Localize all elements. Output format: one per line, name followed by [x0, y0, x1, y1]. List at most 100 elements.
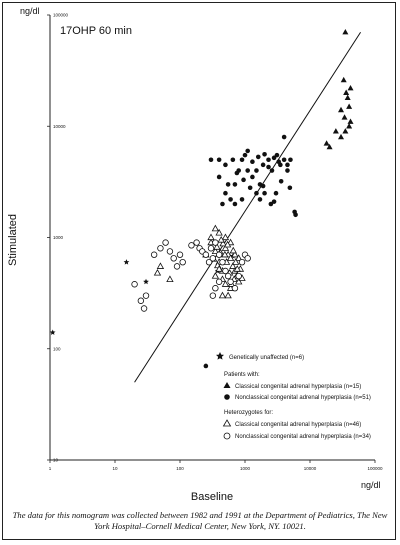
data-point-nonclassical	[273, 190, 279, 196]
legend-marker-classical	[223, 382, 231, 388]
data-point-het_nonclassical	[209, 292, 217, 299]
data-point-nonclassical	[278, 179, 284, 184]
data-point-nonclassical	[242, 152, 248, 158]
data-point-het_classical	[207, 233, 215, 241]
data-point-nonclassical	[260, 162, 266, 168]
data-point-classical	[341, 114, 348, 120]
regression-line	[134, 31, 361, 383]
data-point-het_classical	[223, 240, 232, 248]
data-point-het_classical	[218, 291, 227, 299]
data-point-classical	[344, 94, 351, 101]
data-point-het_nonclassical	[179, 258, 186, 266]
legend: Genetically unaffected (n=6) Patients wi…	[216, 352, 371, 440]
data-point-het_nonclassical	[131, 281, 138, 288]
legend-marker-het-classical	[222, 419, 232, 427]
data-point-het_classical	[229, 262, 237, 269]
data-point-unaffected	[123, 259, 130, 265]
data-point-het_nonclassical	[244, 255, 251, 262]
data-point-nonclassical	[245, 148, 250, 154]
data-point-classical	[326, 143, 333, 150]
legend-label-classical: Classical congenital adrenal hyperplasia…	[235, 384, 361, 390]
data-point-het_classical	[233, 265, 241, 272]
data-point-nonclassical	[271, 155, 277, 161]
data-point-nonclassical	[216, 157, 222, 163]
data-point-het_nonclassical	[219, 258, 226, 266]
data-point-het_classical	[217, 235, 225, 243]
legend-label-het-classical: Classical congenital adrenal hyperplasia…	[235, 422, 361, 428]
data-point-het_nonclassical	[205, 258, 213, 266]
data-point-het_classical	[221, 233, 230, 241]
data-point-het_nonclassical	[209, 255, 217, 262]
data-point-nonclassical	[271, 199, 277, 204]
y-unit-label: ng/dl	[20, 6, 40, 16]
data-point-het_classical	[221, 250, 229, 258]
data-point-classical	[323, 140, 330, 146]
data-point-het_classical	[211, 247, 220, 254]
data-point-nonclassical	[250, 159, 255, 165]
data-point-het_nonclassical	[188, 242, 195, 249]
data-point-nonclassical	[285, 162, 290, 168]
data-point-het_nonclassical	[231, 285, 239, 292]
data-point-nonclassical	[288, 157, 293, 163]
y-tick-label: 100	[53, 346, 61, 351]
legend-label-het-nonclassical: Nonclassical congenital adrenal hyperpla…	[235, 434, 371, 440]
chart-title: 17OHP 60 min	[60, 25, 132, 37]
data-point-nonclassical	[268, 201, 274, 207]
data-point-het_classical	[224, 291, 232, 299]
x-tick-label: 10000	[304, 466, 317, 471]
data-point-nonclassical	[250, 174, 255, 180]
data-point-het_nonclassical	[173, 263, 181, 270]
data-point-het_nonclassical	[212, 285, 219, 292]
data-point-het_nonclassical	[215, 278, 223, 285]
x-axis-label: Baseline	[191, 491, 233, 503]
data-point-classical	[342, 29, 349, 35]
data-point-het_nonclassical	[193, 239, 200, 246]
data-point-nonclassical	[223, 162, 228, 168]
data-point-het_classical	[153, 268, 162, 276]
data-point-nonclassical	[257, 197, 263, 202]
y-tick-label: 10000	[53, 124, 66, 129]
data-point-nonclassical	[269, 168, 275, 173]
data-point-nonclassical	[239, 197, 245, 202]
data-point-het_nonclassical	[227, 278, 234, 285]
data-point-nonclassical	[274, 152, 280, 158]
data-point-het_nonclassical	[215, 251, 223, 258]
x-tick-label: 1	[49, 466, 52, 471]
data-point-het_classical	[219, 239, 227, 247]
data-point-het_classical	[229, 246, 237, 254]
data-point-classical	[342, 128, 349, 134]
data-point-nonclassical	[254, 168, 259, 173]
data-point-het_nonclassical	[170, 255, 177, 262]
data-point-het_classical	[231, 250, 239, 258]
data-point-nonclassical	[262, 190, 267, 196]
data-point-het_nonclassical	[202, 251, 210, 258]
data-point-het_nonclassical	[212, 239, 219, 246]
y-axis-label: Stimulated	[7, 214, 19, 266]
ticks-layer: 1 10 100 1000 10000 1000001010010001000010000…	[47, 13, 383, 471]
data-point-nonclassical	[208, 157, 214, 163]
x-tick-label: 10	[112, 466, 118, 471]
data-point-unaffected	[49, 329, 56, 335]
legend-header-heterozygotes: Heterozygotes for:	[224, 410, 273, 416]
data-point-classical	[347, 84, 354, 91]
data-point-classical	[347, 118, 354, 124]
data-point-het_classical	[213, 243, 221, 250]
data-point-nonclassical	[255, 154, 261, 160]
data-point-het_classical	[221, 280, 230, 287]
x-tick-label: 100	[176, 466, 184, 471]
data-point-nonclassical	[266, 157, 271, 163]
data-point-het_nonclassical	[140, 305, 148, 312]
data-point-het_classical	[211, 272, 220, 279]
data-point-nonclassical	[203, 363, 209, 369]
data-point-nonclassical	[276, 159, 282, 165]
data-point-nonclassical	[285, 168, 290, 173]
x-unit-label: ng/dl	[361, 480, 381, 490]
x-tick-label: 1000	[240, 466, 251, 471]
data-point-het_classical	[235, 254, 243, 261]
data-point-unaffected	[143, 278, 149, 285]
data-point-nonclassical	[260, 183, 266, 189]
data-point-het_nonclassical	[157, 245, 164, 252]
x-tick-label: 100000	[367, 466, 383, 471]
data-point-nonclassical	[228, 197, 233, 202]
